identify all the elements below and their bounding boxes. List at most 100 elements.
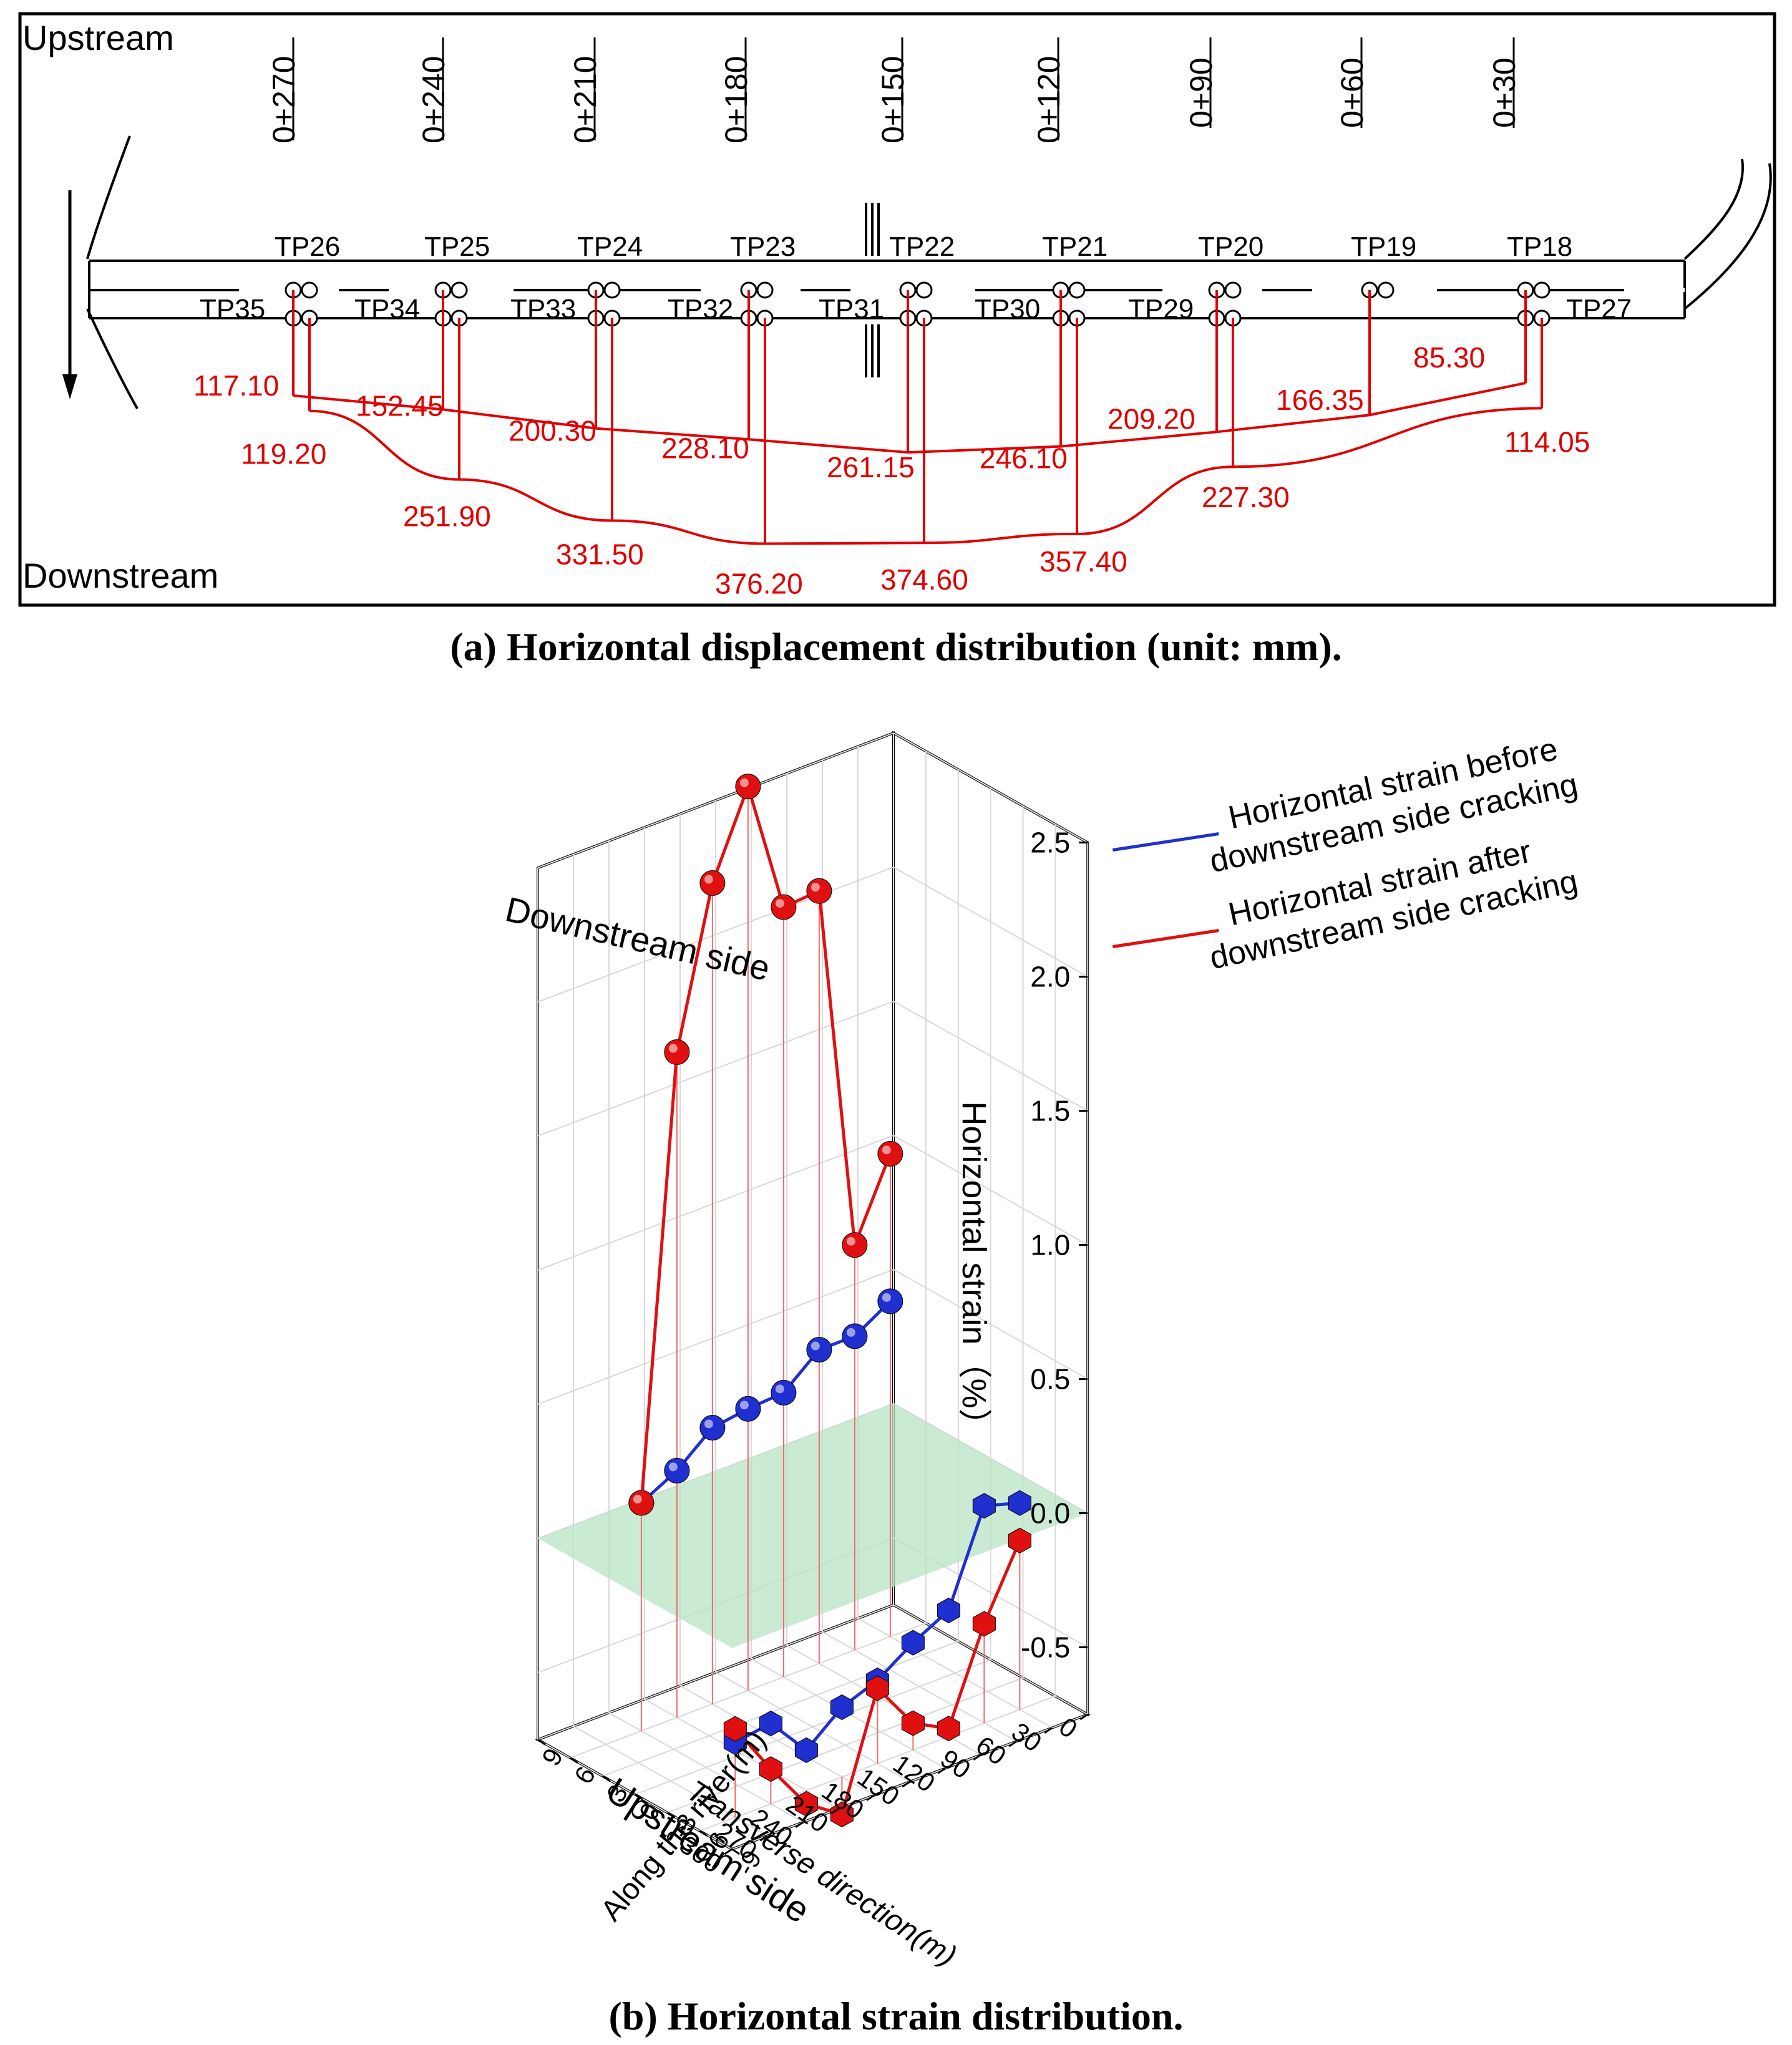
svg-text:0+150: 0+150 <box>875 56 910 143</box>
point-label: TP27 <box>1566 294 1632 324</box>
z-tick-label: 1.5 <box>1030 1095 1070 1127</box>
x-tick <box>1044 1727 1053 1734</box>
sphere-highlight <box>775 899 784 908</box>
displacement-value: 228.10 <box>661 432 749 464</box>
cube-marker <box>972 1493 996 1519</box>
displacement-value: 209.20 <box>1108 402 1195 435</box>
measuring-point-marker <box>1068 281 1086 299</box>
sphere-highlight <box>882 1293 891 1302</box>
measuring-point-marker <box>301 281 318 299</box>
sphere-marker <box>842 1323 868 1349</box>
sphere-highlight <box>633 1495 642 1504</box>
y-tick <box>570 1757 578 1764</box>
sphere-marker <box>806 878 832 904</box>
x-tick <box>973 1754 982 1761</box>
sphere-highlight <box>811 1341 820 1351</box>
displacement-curve-upstream <box>293 381 1526 454</box>
sphere-highlight <box>846 1328 855 1337</box>
cube-marker <box>830 1694 854 1721</box>
point-label: TP20 <box>1198 231 1264 262</box>
displacement-value: 152.45 <box>356 389 444 422</box>
sphere-marker <box>806 1336 832 1363</box>
upstream-label: Upstream <box>22 18 174 57</box>
sphere-highlight <box>704 1419 713 1429</box>
point-label: TP30 <box>975 294 1040 324</box>
series-line-downstream <box>640 781 892 1503</box>
z-axis-title: Horizontal strain（%） <box>955 1101 993 1442</box>
cube-marker <box>937 1716 960 1742</box>
sphere-marker <box>877 1140 903 1167</box>
point-label: TP22 <box>889 231 955 262</box>
sphere-highlight <box>846 1236 855 1246</box>
displacement-value: 376.20 <box>715 567 803 600</box>
sphere-highlight <box>668 1462 678 1472</box>
cube-marker <box>1008 1490 1031 1516</box>
point-label: TP31 <box>819 294 884 324</box>
x-tick <box>795 1821 804 1829</box>
displacement-value: 166.35 <box>1276 384 1364 416</box>
flow-arrow-head <box>62 374 77 399</box>
cube-marker <box>1008 1527 1031 1554</box>
z-tick-label: 2.5 <box>1030 827 1070 859</box>
z-tick-label: 2.0 <box>1030 961 1070 993</box>
point-label: TP26 <box>275 231 340 262</box>
x-tick <box>902 1780 911 1788</box>
y-tick <box>537 1739 546 1746</box>
z-tick-label: 0.0 <box>1030 1497 1070 1530</box>
sphere-highlight <box>811 883 820 892</box>
cube-marker <box>759 1756 782 1782</box>
station-label: 0+30 <box>1487 57 1522 128</box>
point-label: TP25 <box>424 231 490 262</box>
cube-marker <box>830 1801 854 1828</box>
cube-marker <box>937 1597 960 1624</box>
sphere-highlight <box>739 778 749 787</box>
sphere-marker <box>735 774 761 800</box>
displacement-value: 200.30 <box>509 415 597 447</box>
z-tick-label: 0.5 <box>1030 1363 1070 1396</box>
point-label: TP35 <box>200 294 265 324</box>
svg-text:0+180: 0+180 <box>719 56 754 143</box>
y-gridline <box>667 1677 1023 1814</box>
measuring-point-marker <box>1377 281 1395 299</box>
y-tick <box>634 1794 643 1800</box>
x-tick <box>830 1807 840 1815</box>
point-label: TP18 <box>1507 231 1572 262</box>
station-label: 0+60 <box>1335 57 1370 128</box>
sphere-marker <box>735 1396 761 1422</box>
x-tick <box>724 1848 733 1855</box>
x-tick <box>1079 1713 1089 1721</box>
svg-text:0+240: 0+240 <box>416 56 451 143</box>
displacement-value: 117.10 <box>193 369 279 402</box>
figure-b-caption: (b) Horizontal strain distribution. <box>608 1994 1184 2038</box>
displacement-curve-downstream <box>309 407 1542 545</box>
svg-text:0+60: 0+60 <box>1335 57 1370 128</box>
sphere-marker <box>771 894 797 920</box>
right-abutment-outer <box>1683 163 1772 310</box>
y-gridline <box>602 1641 959 1777</box>
cube-marker <box>723 1716 747 1742</box>
point-label: TP32 <box>668 294 733 324</box>
point-label: TP33 <box>510 294 576 324</box>
x-tick <box>937 1767 947 1774</box>
cube-marker <box>794 1737 818 1764</box>
sphere-highlight <box>668 1044 678 1053</box>
point-label: TP23 <box>730 231 796 262</box>
x-tick <box>1008 1740 1018 1747</box>
svg-text:0+210: 0+210 <box>568 56 603 143</box>
displacement-value: 374.60 <box>880 563 968 596</box>
y-tick <box>666 1812 676 1819</box>
svg-text:0+30: 0+30 <box>1487 57 1522 128</box>
displacement-value: 246.10 <box>980 442 1068 475</box>
left-abutment-upper <box>86 135 131 260</box>
svg-text:0+90: 0+90 <box>1184 57 1219 128</box>
downstream-label: Downstream <box>22 556 218 595</box>
sphere-marker <box>699 1414 726 1440</box>
displacement-diagram: Upstream Downstream 0+270 0+240 0+210 0+… <box>18 12 1776 607</box>
displacement-value: 119.20 <box>241 438 326 470</box>
sphere-highlight <box>739 1401 749 1410</box>
sphere-marker <box>877 1288 903 1314</box>
right-abutment-inner <box>1683 158 1744 260</box>
displacement-value: 85.30 <box>1413 341 1485 374</box>
y-gridline <box>635 1659 991 1795</box>
cube-marker <box>901 1630 925 1656</box>
